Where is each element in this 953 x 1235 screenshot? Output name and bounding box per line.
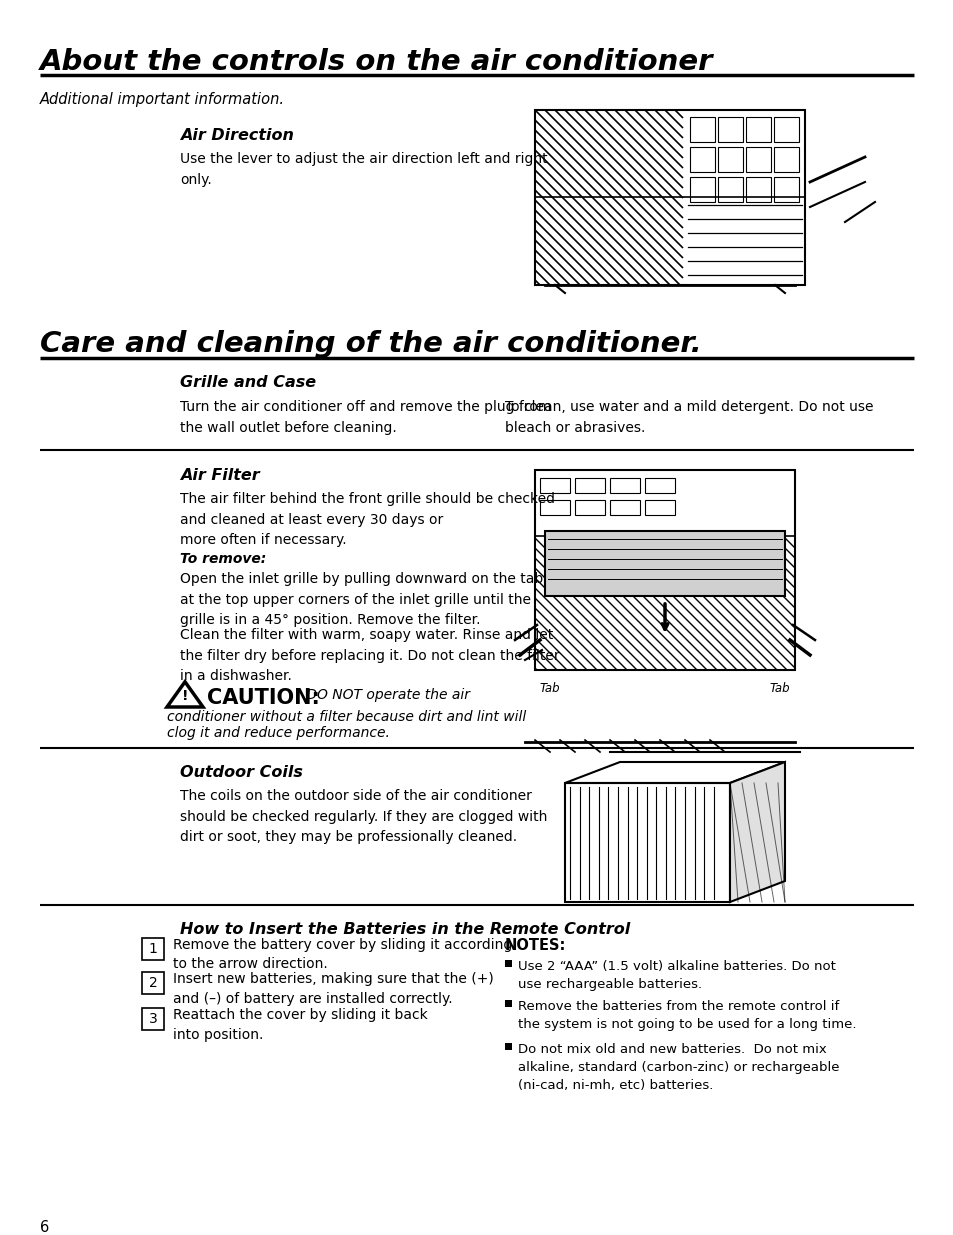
Bar xyxy=(142,1008,164,1030)
Bar xyxy=(773,177,799,203)
Text: Use 2 “AAA” (1.5 volt) alkaline batteries. Do not
use rechargeable batteries.: Use 2 “AAA” (1.5 volt) alkaline batterie… xyxy=(517,960,835,990)
Bar xyxy=(535,471,794,671)
Bar xyxy=(142,972,164,994)
Text: 1: 1 xyxy=(149,942,157,956)
Text: CAUTION:: CAUTION: xyxy=(207,688,319,708)
Text: Additional important information.: Additional important information. xyxy=(40,91,285,107)
Bar xyxy=(504,960,512,967)
Bar xyxy=(773,147,799,172)
Bar xyxy=(504,1044,512,1050)
Bar xyxy=(142,939,164,960)
Bar xyxy=(609,500,639,515)
Text: Remove the battery cover by sliding it according
to the arrow direction.: Remove the battery cover by sliding it a… xyxy=(172,939,512,972)
Bar xyxy=(609,478,639,493)
Bar xyxy=(689,147,714,172)
Bar xyxy=(718,147,742,172)
Text: Clean the filter with warm, soapy water. Rinse and let
the filter dry before rep: Clean the filter with warm, soapy water.… xyxy=(180,629,559,683)
Text: NOTES:: NOTES: xyxy=(504,939,566,953)
Text: To remove:: To remove: xyxy=(180,552,266,566)
Bar xyxy=(689,177,714,203)
Bar xyxy=(535,110,804,285)
Text: Air Direction: Air Direction xyxy=(180,128,294,143)
Text: Insert new batteries, making sure that the (+)
and (–) of battery are installed : Insert new batteries, making sure that t… xyxy=(172,972,494,1005)
Bar xyxy=(539,478,569,493)
Bar xyxy=(575,478,604,493)
Bar xyxy=(689,117,714,142)
Text: 2: 2 xyxy=(149,976,157,990)
Text: The air filter behind the front grille should be checked
and cleaned at least ev: The air filter behind the front grille s… xyxy=(180,492,555,547)
Bar xyxy=(745,147,770,172)
Text: !: ! xyxy=(182,689,188,703)
Text: Outdoor Coils: Outdoor Coils xyxy=(180,764,302,781)
Bar xyxy=(575,500,604,515)
Bar xyxy=(718,177,742,203)
Text: Reattach the cover by sliding it back
into position.: Reattach the cover by sliding it back in… xyxy=(172,1008,427,1041)
Polygon shape xyxy=(729,762,784,902)
Text: conditioner without a filter because dirt and lint will: conditioner without a filter because dir… xyxy=(167,710,526,724)
Text: 3: 3 xyxy=(149,1011,157,1026)
Text: The coils on the outdoor side of the air conditioner
should be checked regularly: The coils on the outdoor side of the air… xyxy=(180,789,547,845)
Text: Care and cleaning of the air conditioner.: Care and cleaning of the air conditioner… xyxy=(40,330,701,358)
Text: Tab: Tab xyxy=(769,682,789,695)
Text: How to Insert the Batteries in the Remote Control: How to Insert the Batteries in the Remot… xyxy=(180,923,630,937)
Text: Air Filter: Air Filter xyxy=(180,468,259,483)
Text: 6: 6 xyxy=(40,1220,50,1235)
Text: clog it and reduce performance.: clog it and reduce performance. xyxy=(167,726,390,740)
Bar xyxy=(539,500,569,515)
Text: Do not mix old and new batteries.  Do not mix
alkaline, standard (carbon-zinc) o: Do not mix old and new batteries. Do not… xyxy=(517,1044,839,1092)
Bar xyxy=(544,531,784,597)
Bar xyxy=(745,177,770,203)
Text: Tab: Tab xyxy=(539,682,559,695)
Text: Use the lever to adjust the air direction left and right
only.: Use the lever to adjust the air directio… xyxy=(180,152,547,186)
Bar xyxy=(504,1000,512,1007)
Text: DO NOT operate the air: DO NOT operate the air xyxy=(302,688,470,701)
Text: About the controls on the air conditioner: About the controls on the air conditione… xyxy=(40,48,713,77)
Text: Grille and Case: Grille and Case xyxy=(180,375,315,390)
Text: Remove the batteries from the remote control if
the system is not going to be us: Remove the batteries from the remote con… xyxy=(517,1000,856,1031)
Text: To clean, use water and a mild detergent. Do not use
bleach or abrasives.: To clean, use water and a mild detergent… xyxy=(504,400,873,435)
Text: Turn the air conditioner off and remove the plug from
the wall outlet before cle: Turn the air conditioner off and remove … xyxy=(180,400,551,435)
Text: Open the inlet grille by pulling downward on the tabs
at the top upper corners o: Open the inlet grille by pulling downwar… xyxy=(180,572,550,627)
Bar xyxy=(644,478,675,493)
Bar xyxy=(745,117,770,142)
Bar xyxy=(718,117,742,142)
Bar xyxy=(644,500,675,515)
Bar xyxy=(773,117,799,142)
